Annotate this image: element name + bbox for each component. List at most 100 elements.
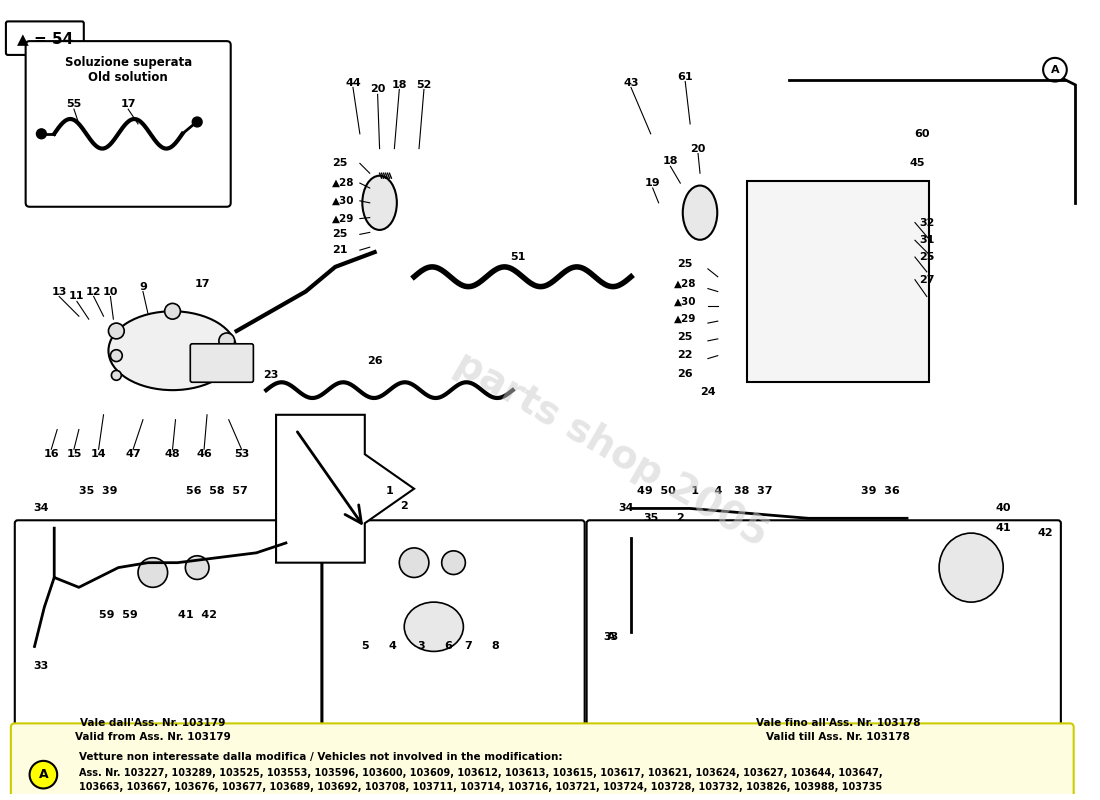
Text: 61: 61 <box>678 72 693 82</box>
Text: Soluzione superata
Old solution: Soluzione superata Old solution <box>65 56 191 84</box>
FancyBboxPatch shape <box>190 344 253 382</box>
Text: ▲30: ▲30 <box>674 297 696 306</box>
Text: 17: 17 <box>120 99 136 110</box>
Circle shape <box>221 354 233 366</box>
Circle shape <box>138 558 167 587</box>
Text: ▲29: ▲29 <box>332 214 354 223</box>
Text: 2: 2 <box>400 502 408 511</box>
Text: 49  50    1    4   38  37: 49 50 1 4 38 37 <box>637 486 772 496</box>
FancyBboxPatch shape <box>322 520 585 738</box>
Text: 18: 18 <box>662 157 679 166</box>
Ellipse shape <box>362 176 397 230</box>
Text: 24: 24 <box>700 387 716 397</box>
FancyBboxPatch shape <box>11 723 1074 798</box>
Text: 34: 34 <box>618 503 634 514</box>
Text: 1: 1 <box>386 486 394 496</box>
Circle shape <box>442 551 465 574</box>
Circle shape <box>109 323 124 339</box>
Text: Ass. Nr. 103227, 103289, 103525, 103553, 103596, 103600, 103609, 103612, 103613,: Ass. Nr. 103227, 103289, 103525, 103553,… <box>79 768 882 778</box>
Text: 26: 26 <box>366 355 383 366</box>
Text: 25: 25 <box>678 259 693 269</box>
Text: Valid from Ass. Nr. 103179: Valid from Ass. Nr. 103179 <box>75 732 231 742</box>
Text: 35  39: 35 39 <box>79 486 118 496</box>
Text: 53: 53 <box>234 450 250 459</box>
Circle shape <box>186 556 209 579</box>
Text: 20: 20 <box>370 85 385 94</box>
Circle shape <box>111 370 121 380</box>
Text: 51: 51 <box>510 252 526 262</box>
Ellipse shape <box>404 602 463 651</box>
Text: 32: 32 <box>920 218 935 227</box>
Ellipse shape <box>683 186 717 240</box>
Text: 18: 18 <box>392 79 407 90</box>
Circle shape <box>36 129 46 138</box>
Text: 25: 25 <box>332 158 348 168</box>
Text: 35: 35 <box>644 514 658 523</box>
Text: 10: 10 <box>102 286 118 297</box>
Text: 3: 3 <box>417 642 425 651</box>
Text: 39  36: 39 36 <box>861 486 900 496</box>
Text: ▲ = 54: ▲ = 54 <box>18 30 74 46</box>
Circle shape <box>165 303 180 319</box>
Text: 46: 46 <box>196 450 212 459</box>
FancyBboxPatch shape <box>747 181 928 382</box>
Text: ▲28: ▲28 <box>332 178 354 188</box>
Text: A: A <box>607 632 616 642</box>
Text: Valid till Ass. Nr. 103178: Valid till Ass. Nr. 103178 <box>766 732 910 742</box>
Circle shape <box>110 350 122 362</box>
Polygon shape <box>276 414 414 562</box>
Text: 9: 9 <box>139 282 147 292</box>
Ellipse shape <box>109 311 236 390</box>
Text: 19: 19 <box>645 178 660 188</box>
Text: 15: 15 <box>66 450 81 459</box>
Text: 25: 25 <box>332 230 348 239</box>
FancyBboxPatch shape <box>586 520 1060 738</box>
Text: 14: 14 <box>91 450 107 459</box>
Text: ▲30: ▲30 <box>332 196 354 206</box>
Circle shape <box>192 117 202 127</box>
Text: 52: 52 <box>416 79 431 90</box>
Text: 43: 43 <box>624 78 639 87</box>
FancyBboxPatch shape <box>25 41 231 206</box>
Text: ▲28: ▲28 <box>674 278 696 289</box>
Text: 4: 4 <box>388 642 396 651</box>
FancyBboxPatch shape <box>14 520 321 738</box>
Text: 23: 23 <box>263 370 278 380</box>
Text: 13: 13 <box>52 286 67 297</box>
Ellipse shape <box>939 533 1003 602</box>
Text: 45: 45 <box>910 158 925 168</box>
Text: 11: 11 <box>69 291 85 302</box>
Text: 41  42: 41 42 <box>178 610 217 620</box>
Text: Vetture non interessate dalla modifica / Vehicles not involved in the modificati: Vetture non interessate dalla modifica /… <box>79 752 562 762</box>
Circle shape <box>30 761 57 789</box>
Circle shape <box>1043 58 1067 82</box>
Text: 16: 16 <box>44 450 59 459</box>
Circle shape <box>600 625 623 649</box>
Text: 21: 21 <box>332 245 348 255</box>
Text: 48: 48 <box>165 450 180 459</box>
Text: 47: 47 <box>125 450 141 459</box>
FancyBboxPatch shape <box>6 22 84 55</box>
Text: 40: 40 <box>996 503 1011 514</box>
Text: 7: 7 <box>464 642 472 651</box>
Text: 27: 27 <box>918 274 935 285</box>
Circle shape <box>219 333 234 349</box>
Text: 55: 55 <box>66 99 81 110</box>
Text: 22: 22 <box>678 350 693 360</box>
Text: 33: 33 <box>34 662 50 671</box>
Text: A: A <box>1050 65 1059 74</box>
Text: 26: 26 <box>678 370 693 379</box>
Text: 25: 25 <box>678 332 693 342</box>
Text: 103663, 103667, 103676, 103677, 103689, 103692, 103708, 103711, 103714, 103716, : 103663, 103667, 103676, 103677, 103689, … <box>79 782 882 793</box>
Text: 8: 8 <box>491 642 498 651</box>
Text: 31: 31 <box>920 235 935 246</box>
Text: parts shop 2005: parts shop 2005 <box>448 344 774 554</box>
Text: 59  59: 59 59 <box>99 610 138 620</box>
Text: Vale dall'Ass. Nr. 103179: Vale dall'Ass. Nr. 103179 <box>80 718 226 728</box>
Text: 5: 5 <box>361 642 368 651</box>
Text: 6: 6 <box>444 642 452 651</box>
Text: 41: 41 <box>996 523 1012 533</box>
Text: 44: 44 <box>345 78 361 87</box>
Text: 20: 20 <box>691 143 706 154</box>
Text: 34: 34 <box>34 503 50 514</box>
